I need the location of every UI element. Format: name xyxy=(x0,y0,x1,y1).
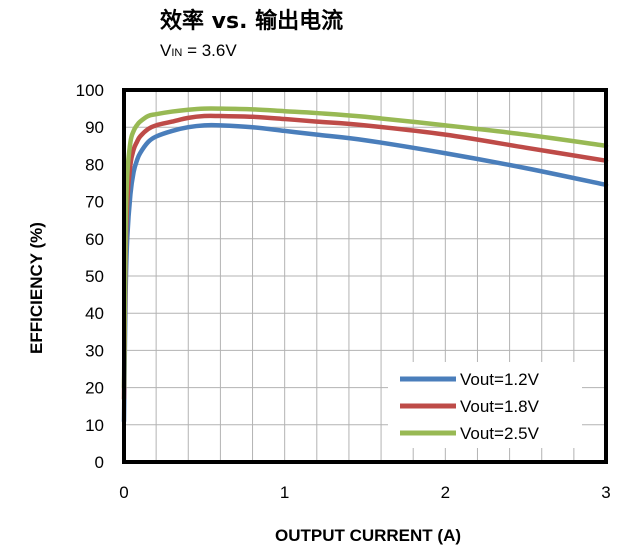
y-tick-labels: 0 10 20 30 40 50 60 70 80 90 100 xyxy=(76,81,104,472)
y-tick-label: 90 xyxy=(85,118,104,137)
x-tick-label: 3 xyxy=(601,483,610,502)
x-tick-label: 0 xyxy=(119,483,128,502)
y-tick-label: 40 xyxy=(85,304,104,323)
legend-label: Vout=2.5V xyxy=(460,424,540,443)
y-tick-label: 100 xyxy=(76,81,104,100)
y-tick-label: 0 xyxy=(95,453,104,472)
y-tick-label: 70 xyxy=(85,193,104,212)
x-tick-labels: 0 1 2 3 xyxy=(119,483,610,502)
y-tick-label: 20 xyxy=(85,379,104,398)
chart-subtitle: VIN = 3.6V xyxy=(160,41,237,60)
legend-label: Vout=1.8V xyxy=(460,397,540,416)
subtitle-v: V xyxy=(160,41,172,60)
subtitle-sub: IN xyxy=(171,47,182,59)
series-line-3 xyxy=(121,106,609,390)
x-tick-label: 1 xyxy=(280,483,289,502)
chart-title: 效率 vs. 输出电流 xyxy=(160,8,343,34)
series-line-1 xyxy=(121,122,609,424)
legend: Vout=1.2V Vout=1.8V Vout=2.5V xyxy=(388,362,582,448)
plot-frame xyxy=(122,88,608,464)
subtitle-rest: = 3.6V xyxy=(182,41,237,60)
series-group xyxy=(121,106,609,424)
x-tick-label: 2 xyxy=(441,483,450,502)
y-tick-label: 50 xyxy=(85,267,104,286)
y-tick-label: 60 xyxy=(85,230,104,249)
y-tick-label: 10 xyxy=(85,416,104,435)
x-axis-label: OUTPUT CURRENT (A) xyxy=(275,526,461,545)
series-line-2 xyxy=(121,113,609,402)
y-axis-label: EFFICIENCY (%) xyxy=(27,222,46,354)
y-tick-label: 30 xyxy=(85,341,104,360)
legend-label: Vout=1.2V xyxy=(460,370,540,389)
y-tick-label: 80 xyxy=(85,155,104,174)
